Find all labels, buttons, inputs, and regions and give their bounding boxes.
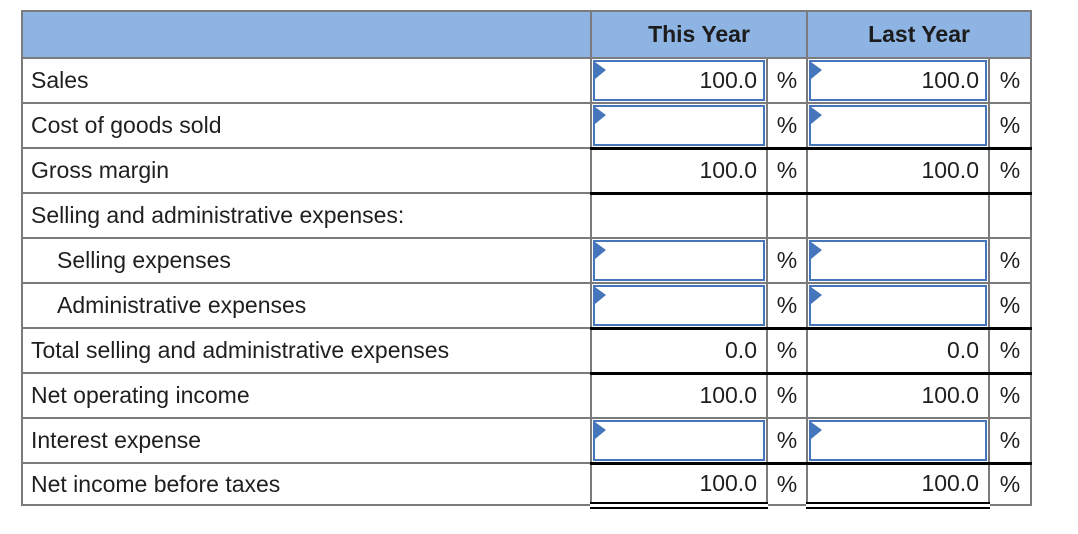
cell-nibt-last-year: 100.0 [806,462,990,509]
percent-sign: % [988,327,1032,375]
header-corner-cell [21,10,592,59]
percent-sign: % [766,57,808,104]
common-size-income-statement-table: This Year Last Year Sales % % [21,10,1032,509]
cell-total-sa-this-year: 0.0 [590,327,768,375]
header-row: This Year Last Year [21,10,1032,59]
empty-cell [766,192,808,239]
percent-sign: % [766,147,808,195]
admin-expenses-this-year-input[interactable] [595,287,763,324]
cell-noi-last-year: 100.0 [806,372,990,419]
empty-cell [590,192,768,239]
empty-cell [806,192,990,239]
cell-gross-margin-last-year: 100.0 [806,147,990,195]
percent-sign: % [988,417,1032,465]
cell-gross-margin-this-year: 100.0 [590,147,768,195]
input-box [593,285,765,325]
table-row-administrative-expenses: Administrative expenses % % [21,282,1032,330]
cell-noi-this-year: 100.0 [590,372,768,419]
selling-expenses-this-year-input[interactable] [595,242,763,279]
table-row-selling-expenses: Selling expenses % % [21,237,1032,284]
percent-sign: % [988,462,1032,506]
row-label-cost-of-goods-sold: Cost of goods sold [21,102,592,149]
interest-this-year-input[interactable] [595,422,763,459]
cell-selling-expenses-this-year [590,237,768,284]
cell-total-sa-last-year: 0.0 [806,327,990,375]
table-row-cost-of-goods-sold: Cost of goods sold % % [21,102,1032,150]
empty-cell [988,192,1032,239]
input-box [593,420,765,460]
percent-sign: % [988,372,1032,419]
input-box [593,240,765,281]
table-row-selling-admin-heading: Selling and administrative expenses: [21,192,1032,239]
cogs-this-year-input[interactable] [595,107,763,144]
sales-this-year-input[interactable] [595,62,763,99]
selling-expenses-last-year-input[interactable] [811,242,985,279]
row-label-net-operating-income: Net operating income [21,372,592,419]
row-label-total-selling-admin: Total selling and administrative expense… [21,327,592,374]
table-row-interest-expense: Interest expense % % [21,417,1032,465]
table-row-net-income-before-taxes: Net income before taxes 100.0 % 100.0 % [21,462,1032,509]
cogs-last-year-input[interactable] [811,107,985,144]
row-label-selling-expenses: Selling expenses [21,237,592,284]
cell-selling-expenses-last-year [806,237,990,284]
cell-admin-expenses-last-year [806,282,990,330]
row-label-interest-expense: Interest expense [21,417,592,464]
interest-last-year-input[interactable] [811,422,985,459]
percent-sign: % [766,417,808,465]
input-box [809,105,987,145]
input-box [593,60,765,101]
cell-admin-expenses-this-year [590,282,768,330]
input-box [809,285,987,325]
table-row-total-selling-admin: Total selling and administrative expense… [21,327,1032,375]
percent-sign: % [766,237,808,284]
row-label-administrative-expenses: Administrative expenses [21,282,592,329]
percent-sign: % [988,102,1032,150]
percent-sign: % [766,372,808,419]
input-box [809,60,987,101]
row-label-sales: Sales [21,57,592,104]
column-header-last-year: Last Year [806,10,1032,59]
percent-sign: % [766,327,808,375]
column-header-this-year: This Year [590,10,808,59]
cell-interest-last-year [806,417,990,465]
percent-sign: % [766,102,808,150]
row-label-selling-admin-heading: Selling and administrative expenses: [21,192,592,239]
cell-interest-this-year [590,417,768,465]
cell-sales-this-year [590,57,768,104]
percent-sign: % [766,462,808,506]
percent-sign: % [988,57,1032,104]
cell-nibt-this-year: 100.0 [590,462,768,509]
table-row-net-operating-income: Net operating income 100.0 % 100.0 % [21,372,1032,419]
table-row-sales: Sales % % [21,57,1032,104]
percent-sign: % [988,237,1032,284]
cell-cogs-last-year [806,102,990,150]
input-box [809,240,987,281]
table-row-gross-margin: Gross margin 100.0 % 100.0 % [21,147,1032,195]
row-label-gross-margin: Gross margin [21,147,592,194]
admin-expenses-last-year-input[interactable] [811,287,985,324]
percent-sign: % [988,147,1032,195]
cell-sales-last-year [806,57,990,104]
row-label-net-income-before-taxes: Net income before taxes [21,462,592,506]
sales-last-year-input[interactable] [811,62,985,99]
input-box [593,105,765,145]
percent-sign: % [766,282,808,330]
input-box [809,420,987,460]
cell-cogs-this-year [590,102,768,150]
percent-sign: % [988,282,1032,330]
